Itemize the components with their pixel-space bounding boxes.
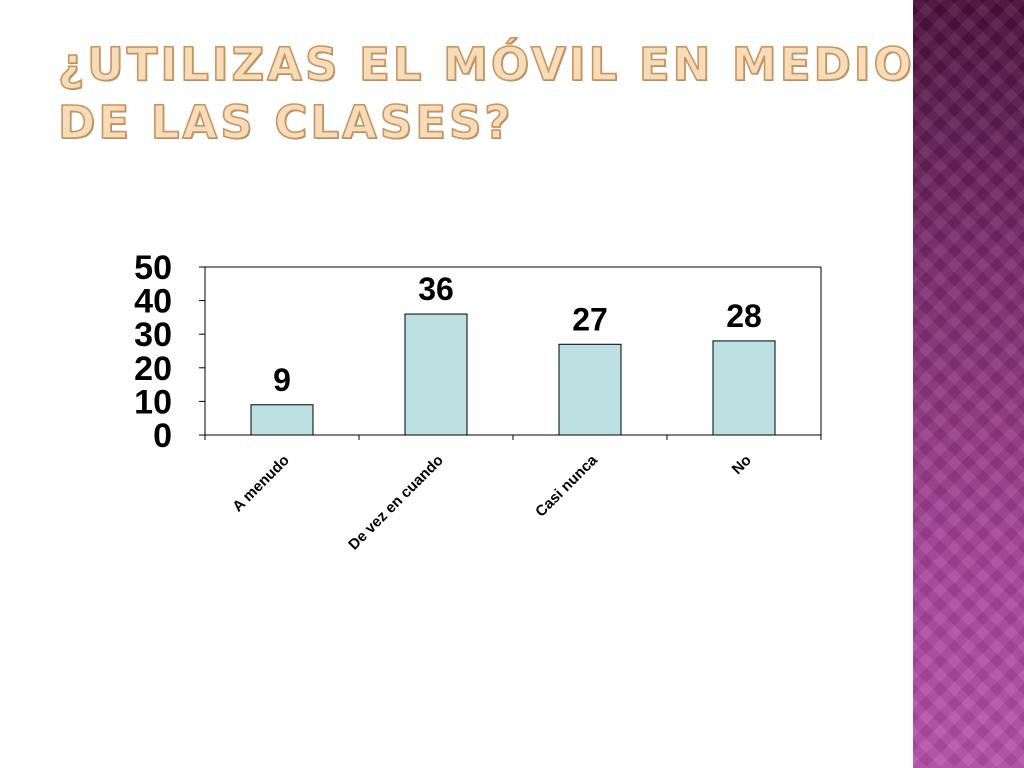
decorative-side-panel <box>913 0 1024 768</box>
data-label: 27 <box>572 301 608 337</box>
slide-title: ¿Utilizas el móvil en medio de las clase… <box>57 37 915 150</box>
y-tick-label: 0 <box>153 417 172 455</box>
y-tick-label: 30 <box>134 316 172 354</box>
y-tick-label: 20 <box>134 350 172 388</box>
data-label: 36 <box>418 271 454 307</box>
bar-a-menudo <box>250 404 314 436</box>
y-tick-label: 10 <box>134 383 172 421</box>
chart-bars <box>250 313 776 436</box>
x-category-label: A menudo <box>229 452 292 515</box>
bar-no <box>712 340 776 436</box>
y-tick-label: 50 <box>134 249 172 287</box>
bar-de-vez-en-cuando <box>404 313 468 436</box>
y-tick-label: 40 <box>134 283 172 321</box>
x-category-label: De vez en cuando <box>345 452 447 554</box>
data-label: 28 <box>726 298 762 334</box>
data-label: 9 <box>273 362 291 398</box>
x-category-label: No <box>729 452 755 478</box>
x-category-label: Casi nunca <box>532 451 601 520</box>
bar-casi-nunca <box>558 343 622 436</box>
